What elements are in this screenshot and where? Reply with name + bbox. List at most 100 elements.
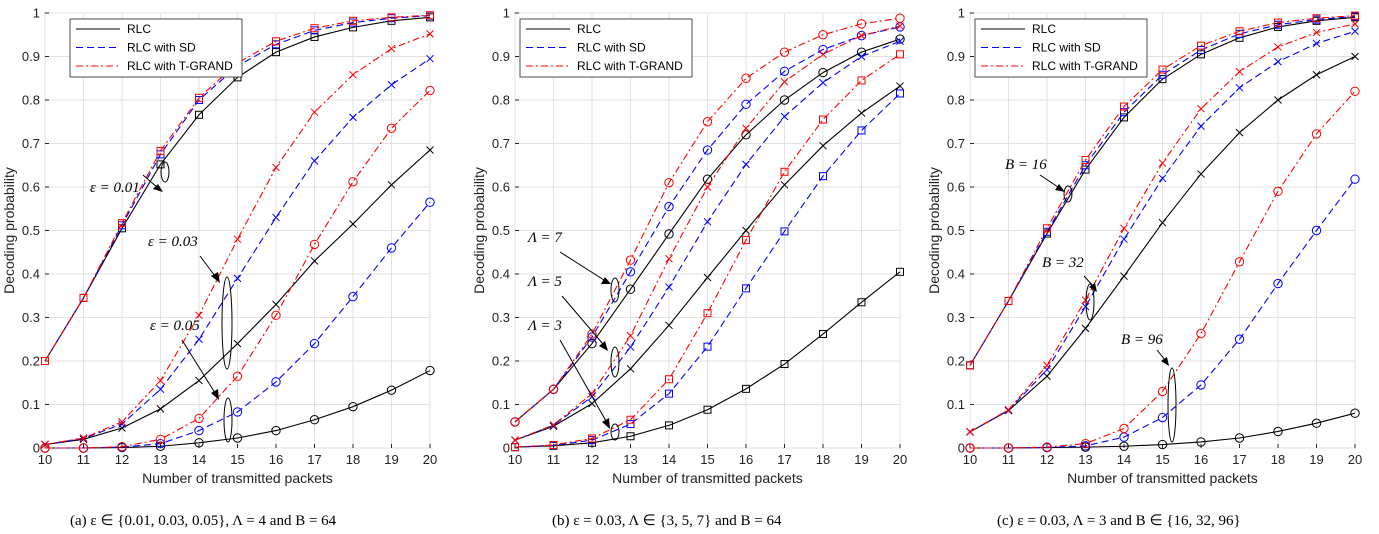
data-point-square: [156, 160, 165, 169]
data-point-circle: [1080, 441, 1091, 451]
data-point-x: [896, 82, 904, 90]
data-point-square: [195, 93, 203, 102]
data-point-circle: [1196, 380, 1206, 390]
y-tick-label: 0.9: [492, 49, 510, 64]
data-point-circle: [625, 255, 636, 265]
data-point-x: [426, 146, 434, 154]
data-point-circle: [818, 67, 828, 78]
y-tick-label: 0.6: [947, 180, 965, 195]
series-line-rlc-square: [969, 16, 1356, 366]
data-point-x: [118, 418, 126, 426]
data-point-square: [896, 50, 904, 59]
legend-label-rlc: RLC: [127, 22, 151, 36]
data-point-square: [1081, 165, 1090, 174]
data-point-x: [1081, 302, 1090, 311]
x-tick-label: 11: [1002, 452, 1016, 467]
data-point-square: [780, 227, 789, 236]
data-point-x: [857, 52, 866, 61]
grid-lines: [514, 12, 901, 449]
data-point-circle: [1157, 439, 1168, 450]
data-point-x: [626, 364, 635, 373]
annotation-label: ε = 0.05: [150, 318, 200, 334]
data-point-x: [310, 108, 319, 117]
data-point-square: [310, 24, 319, 33]
data-point-circle: [702, 174, 713, 184]
annotation-lambda-7: Λ = 7: [526, 230, 620, 303]
data-point-circle: [1350, 174, 1360, 184]
data-point-square: [1351, 11, 1359, 20]
data-point-square: [511, 443, 519, 452]
y-tick-label: 1: [958, 6, 965, 21]
x-tick-label: 18: [816, 452, 830, 467]
data-point-x: [233, 274, 242, 283]
x-tick-label: 20: [1348, 452, 1362, 467]
data-point-square: [195, 110, 203, 119]
data-point-square: [349, 16, 357, 25]
series-line-rlc-with-sd-circle: [45, 201, 431, 449]
data-point-circle: [40, 443, 50, 453]
annotation-lambda-3: Λ = 3: [526, 318, 620, 441]
data-point-x: [1274, 57, 1282, 66]
data-point-x: [310, 157, 319, 165]
data-point-x: [1158, 159, 1167, 167]
annotation-eps-001: ε = 0.01: [90, 161, 170, 196]
y-tick-label: 0.9: [22, 49, 40, 64]
y-tick-label: 0.2: [22, 354, 40, 369]
data-point-circle: [271, 310, 281, 321]
data-point-circle: [741, 99, 751, 110]
y-tick-label: 0.5: [22, 223, 40, 238]
x-axis-label: Number of transmitted packets: [142, 470, 333, 486]
data-point-circle: [1234, 334, 1245, 344]
data-point-circle: [309, 338, 320, 349]
y-tick-label: 0.2: [947, 354, 965, 369]
axis-ticks: 10 11 12 13 14 15 16 17 18 19 20 0 0.1 0.2 0.3 0.4 0.5 0.…: [22, 6, 437, 468]
data-point-x: [1312, 28, 1321, 37]
data-point-square: [1081, 156, 1090, 165]
y-tick-label: 0.5: [492, 223, 510, 238]
data-point-x: [1158, 174, 1167, 183]
data-point-x: [1197, 170, 1205, 178]
annotation-label: ε = 0.01: [90, 180, 140, 196]
data-point-x: [1312, 39, 1321, 48]
annotation-label: ε = 0.03: [148, 234, 198, 250]
x-tick-label: 13: [153, 452, 167, 467]
axis-ticks: 10 11 12 13 14 15 16 17 18 19 20 0 0.1 0.2 0.3 0.4 0.5 0.…: [947, 6, 1362, 468]
data-point-x: [156, 376, 165, 385]
data-point-x: [1351, 27, 1359, 36]
data-point-square: [819, 115, 827, 124]
data-point-circle: [779, 95, 790, 105]
data-point-square: [387, 13, 396, 22]
data-point-circle: [155, 434, 166, 444]
x-tick-label: 10: [508, 452, 522, 467]
legend-box: RLC RLC with SD RLC with T-GRAND: [974, 18, 1148, 78]
data-point-circle: [895, 34, 905, 44]
data-point-x: [1197, 122, 1205, 130]
y-tick-label: 0.6: [22, 180, 40, 195]
data-point-circle: [856, 19, 867, 29]
y-tick-label: 0.9: [947, 49, 965, 64]
series-line-rlc-circle: [514, 38, 901, 423]
data-point-circle: [1157, 386, 1168, 397]
annotation-label: B = 32: [1042, 255, 1084, 271]
data-point-x: [703, 273, 712, 282]
data-point-circle: [702, 145, 713, 155]
data-point-circle: [348, 177, 358, 187]
data-point-square: [703, 342, 712, 351]
x-tick-label: 12: [115, 452, 129, 467]
data-point-x: [896, 22, 904, 30]
data-point-square: [1158, 75, 1167, 84]
data-point-square: [780, 167, 789, 176]
legend-box: RLC RLC with SD RLC with T-GRAND: [519, 18, 693, 78]
data-point-circle: [1119, 441, 1129, 451]
y-tick-label: 0.8: [492, 93, 510, 108]
panel-b: 10 11 12 13 14 15 16 17 18 19 20 0 0.1 0.2 0.3 0.4 0.5 0.…: [471, 6, 907, 530]
data-point-square: [780, 360, 789, 369]
data-point-square: [1197, 45, 1205, 54]
data-point-circle: [117, 441, 127, 452]
data-point-square: [857, 76, 866, 85]
data-point-x: [1043, 361, 1051, 370]
annotation-b-32: B = 32: [1042, 255, 1097, 321]
data-point-circle: [664, 177, 674, 188]
data-point-square: [426, 11, 434, 20]
